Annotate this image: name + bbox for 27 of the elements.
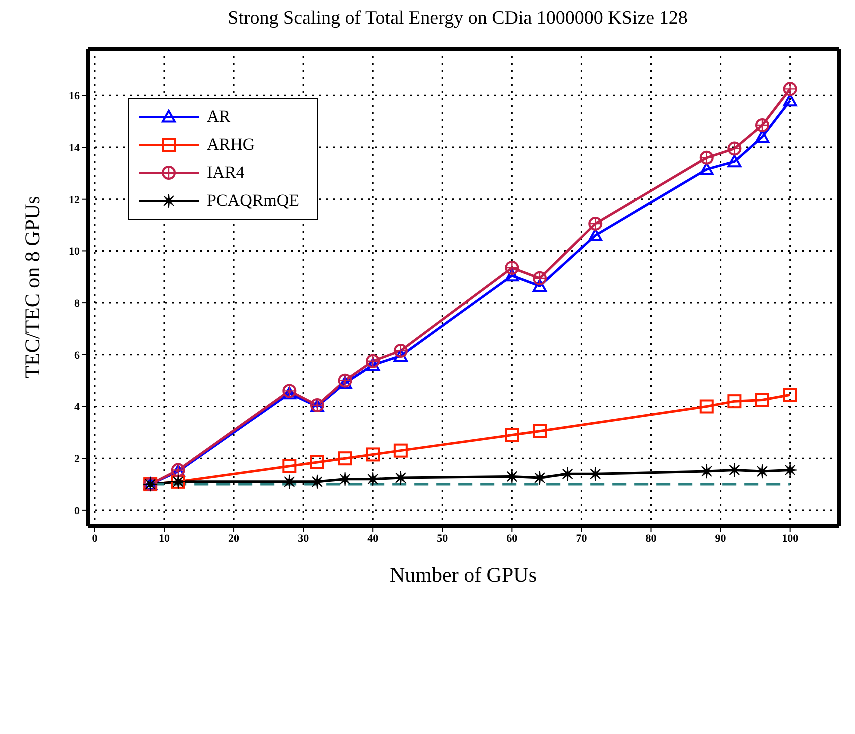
y-tick-label: 0 <box>74 505 80 518</box>
legend-label: ARHG <box>207 135 256 155</box>
chart-title: Strong Scaling of Total Energy on CDia 1000000 KSize 128 <box>227 8 689 30</box>
y-axis-title: TEC/TEC on 8 GPUs <box>20 196 44 379</box>
y-tick-label: 14 <box>69 142 80 154</box>
x-tick-label: 100 <box>782 532 800 545</box>
x-tick-label: 0 <box>92 532 98 545</box>
x-axis-title: Number of GPUs <box>390 563 537 587</box>
x-tick-label: 10 <box>158 532 170 545</box>
y-tick-label: 6 <box>74 350 80 362</box>
x-tick-label: 60 <box>506 532 518 545</box>
y-tick-label: 8 <box>74 298 80 310</box>
x-tick-label: 70 <box>576 532 588 545</box>
x-tick-label: 20 <box>228 532 240 545</box>
x-tick-label: 90 <box>715 532 727 545</box>
legend-label: PCAQRmQE <box>207 191 301 211</box>
x-tick-label: 50 <box>437 532 449 545</box>
x-tick-label: 30 <box>298 532 310 545</box>
y-tick-label: 16 <box>69 90 80 103</box>
x-tick-label: 40 <box>368 532 380 545</box>
legend-label: AR <box>207 107 232 127</box>
y-tick-label: 4 <box>74 402 80 414</box>
y-tick-label: 2 <box>74 454 80 466</box>
y-tick-label: 12 <box>69 194 80 206</box>
y-tick-label: 10 <box>69 246 80 258</box>
legend-label: IAR4 <box>207 163 246 183</box>
x-tick-label: 80 <box>646 532 658 545</box>
